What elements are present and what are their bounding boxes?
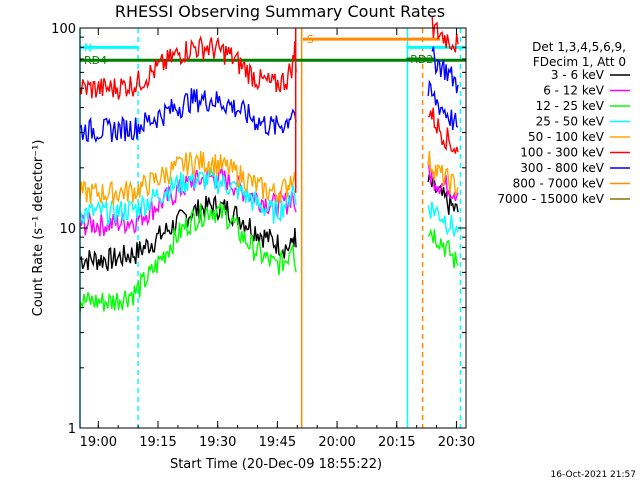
series-3to6keV-segment-0 [79,194,297,271]
legend-header-0: Det 1,3,4,5,6,9, [532,40,626,54]
flag-label-s: S [307,33,314,46]
series-12to25keV-segment-0 [79,202,297,312]
series-25to50keV-segment-0 [79,168,297,228]
y-tick-label-2: 100 [51,22,76,37]
series-tail-1-segment-0 [431,46,459,94]
series-300to800keV-segment-1 [427,79,459,131]
series-50to100keV-segment-1 [427,150,459,197]
series-100to300keV-segment-1 [427,107,459,154]
x-tick-label-6: 20:30 [438,435,475,450]
chart-title: RHESSI Observing Summary Count Rates [115,2,445,21]
legend-label-0: 3 - 6 keV [551,68,605,82]
y-tick-label-1: 10 [59,222,76,237]
legend-label-4: 50 - 100 keV [528,130,605,144]
flag-label-n: N [84,41,92,54]
x-tick-label-5: 20:15 [378,435,415,450]
series-100to300keV-segment-0 [79,35,297,100]
x-tick-label-4: 20:00 [318,435,355,450]
x-axis: 19:00 19:15 19:30 19:45 20:00 20:15 20:30 [80,28,475,450]
series-50to100keV-segment-0 [79,150,297,206]
x-tick-label-2: 19:30 [199,435,236,450]
legend-label-2: 12 - 25 keV [536,99,605,113]
x-tick-label-0: 19:00 [80,435,117,450]
series-tail-0-segment-0 [431,16,459,53]
plot-area: N S RD4 RD2 [79,16,466,428]
x-tick-label-1: 19:15 [139,435,176,450]
legend-label-1: 6 - 12 keV [543,84,605,98]
legend-label-6: 300 - 800 keV [520,161,604,175]
footer-timestamp: 16-Oct-2021 21:57 [551,470,636,480]
flag-label-rd2: RD2 [410,53,433,66]
legend-label-5: 100 - 300 keV [520,146,604,160]
y-axis-title: Count Rate (s⁻¹ detector⁻¹) [31,140,46,317]
legend: Det 1,3,4,5,6,9,FDecim 1, Att 03 - 6 keV… [497,40,630,206]
legend-header-1: FDecim 1, Att 0 [533,55,626,69]
legend-label-8: 7000 - 15000 keV [497,192,604,206]
y-axis: 1 10 100 [51,22,466,437]
x-tick-label-3: 19:45 [259,435,296,450]
x-axis-title: Start Time (20-Dec-09 18:55:22) [170,457,382,472]
series-300to800keV-segment-0 [79,88,297,144]
series-12to25keV-segment-1 [427,228,459,269]
flag-label-rd4: RD4 [84,54,107,67]
y-tick-label-0: 1 [68,422,76,437]
legend-label-3: 25 - 50 keV [536,115,605,129]
series-25to50keV-segment-1 [427,201,459,237]
legend-label-7: 800 - 7000 keV [513,177,605,191]
